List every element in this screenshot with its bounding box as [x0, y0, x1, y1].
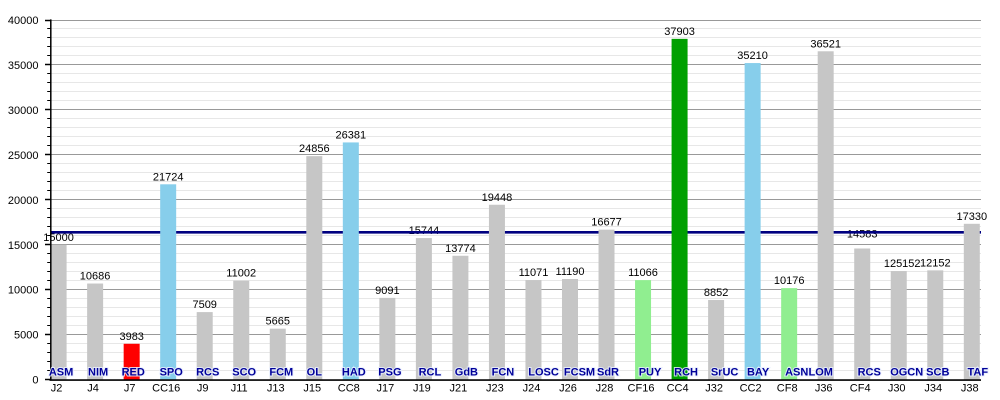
svg-text:SrUC: SrUC — [711, 366, 739, 378]
svg-text:J24: J24 — [523, 382, 541, 394]
svg-text:CF4: CF4 — [850, 382, 871, 394]
svg-text:8852: 8852 — [704, 287, 728, 299]
svg-text:14583: 14583 — [847, 229, 878, 241]
svg-text:GdB: GdB — [455, 366, 478, 378]
svg-text:J17: J17 — [377, 382, 395, 394]
svg-text:10686: 10686 — [80, 271, 111, 283]
svg-text:J21: J21 — [450, 382, 468, 394]
svg-text:SCO: SCO — [232, 366, 256, 378]
svg-text:J7: J7 — [124, 382, 136, 394]
svg-text:37903: 37903 — [664, 26, 695, 38]
svg-text:35000: 35000 — [8, 60, 39, 72]
svg-text:J2: J2 — [51, 382, 63, 394]
svg-text:J15: J15 — [303, 382, 321, 394]
svg-text:OL: OL — [307, 366, 323, 378]
svg-text:11071: 11071 — [519, 267, 549, 279]
svg-text:40000: 40000 — [8, 15, 39, 27]
svg-text:35210: 35210 — [737, 50, 768, 62]
svg-text:16677: 16677 — [591, 217, 622, 229]
svg-text:19448: 19448 — [482, 192, 513, 204]
svg-text:HAD: HAD — [342, 366, 366, 378]
svg-text:RED: RED — [122, 366, 145, 378]
svg-text:3983: 3983 — [119, 331, 143, 343]
svg-text:21724: 21724 — [153, 171, 184, 183]
svg-text:SCB: SCB — [926, 366, 949, 378]
svg-text:FCN: FCN — [492, 366, 515, 378]
svg-text:CF16: CF16 — [628, 382, 655, 394]
svg-text:SdR: SdR — [597, 366, 619, 378]
svg-text:ASM: ASM — [49, 366, 73, 378]
svg-text:10000: 10000 — [8, 285, 39, 297]
svg-text:OGCN: OGCN — [890, 366, 923, 378]
svg-text:20000: 20000 — [8, 195, 39, 207]
svg-text:5665: 5665 — [266, 316, 290, 328]
svg-text:0: 0 — [32, 375, 38, 387]
svg-text:TAF: TAF — [968, 366, 989, 378]
svg-text:25000: 25000 — [8, 150, 39, 162]
svg-text:30000: 30000 — [8, 105, 39, 117]
svg-text:J13: J13 — [267, 382, 285, 394]
svg-text:J23: J23 — [486, 382, 504, 394]
svg-text:J30: J30 — [888, 382, 906, 394]
svg-text:11002: 11002 — [226, 268, 256, 280]
svg-text:12152: 12152 — [920, 257, 951, 269]
svg-text:11066: 11066 — [628, 267, 658, 279]
svg-text:BAY: BAY — [747, 366, 770, 378]
svg-text:CC16: CC16 — [152, 382, 180, 394]
svg-text:17330: 17330 — [957, 211, 988, 223]
svg-text:PUY: PUY — [639, 366, 662, 378]
svg-text:RCL: RCL — [419, 366, 442, 378]
svg-text:FCM: FCM — [269, 366, 293, 378]
svg-text:CF8: CF8 — [777, 382, 798, 394]
svg-text:J38: J38 — [961, 382, 979, 394]
svg-text:CC4: CC4 — [667, 382, 689, 394]
svg-text:J32: J32 — [705, 382, 723, 394]
svg-text:J26: J26 — [559, 382, 577, 394]
svg-text:J34: J34 — [924, 382, 942, 394]
svg-text:10176: 10176 — [774, 275, 805, 287]
svg-text:J19: J19 — [413, 382, 431, 394]
svg-text:11190: 11190 — [556, 266, 585, 278]
svg-text:J36: J36 — [815, 382, 833, 394]
svg-text:13774: 13774 — [445, 243, 476, 255]
svg-text:SPO: SPO — [160, 366, 184, 378]
svg-text:RCS: RCS — [196, 366, 219, 378]
svg-text:26381: 26381 — [336, 129, 367, 141]
svg-text:CC2: CC2 — [740, 382, 762, 394]
svg-text:125152: 125152 — [884, 258, 921, 270]
svg-text:J9: J9 — [197, 382, 209, 394]
svg-text:LOSC: LOSC — [528, 366, 559, 378]
svg-text:CC8: CC8 — [338, 382, 360, 394]
svg-text:J4: J4 — [87, 382, 99, 394]
svg-text:J28: J28 — [596, 382, 614, 394]
svg-text:36521: 36521 — [810, 38, 841, 50]
svg-text:LOM: LOM — [808, 366, 832, 378]
svg-text:7509: 7509 — [192, 299, 216, 311]
svg-text:5000: 5000 — [14, 330, 38, 342]
svg-text:9091: 9091 — [375, 285, 399, 297]
svg-text:FCSM: FCSM — [564, 366, 595, 378]
svg-text:ASN: ASN — [785, 366, 808, 378]
svg-text:NIM: NIM — [88, 366, 108, 378]
svg-text:15000: 15000 — [8, 240, 39, 252]
svg-text:RCS: RCS — [858, 366, 881, 378]
svg-text:RCH: RCH — [674, 366, 698, 378]
svg-text:PSG: PSG — [378, 366, 401, 378]
svg-text:J11: J11 — [231, 382, 248, 394]
svg-text:24856: 24856 — [299, 143, 330, 155]
